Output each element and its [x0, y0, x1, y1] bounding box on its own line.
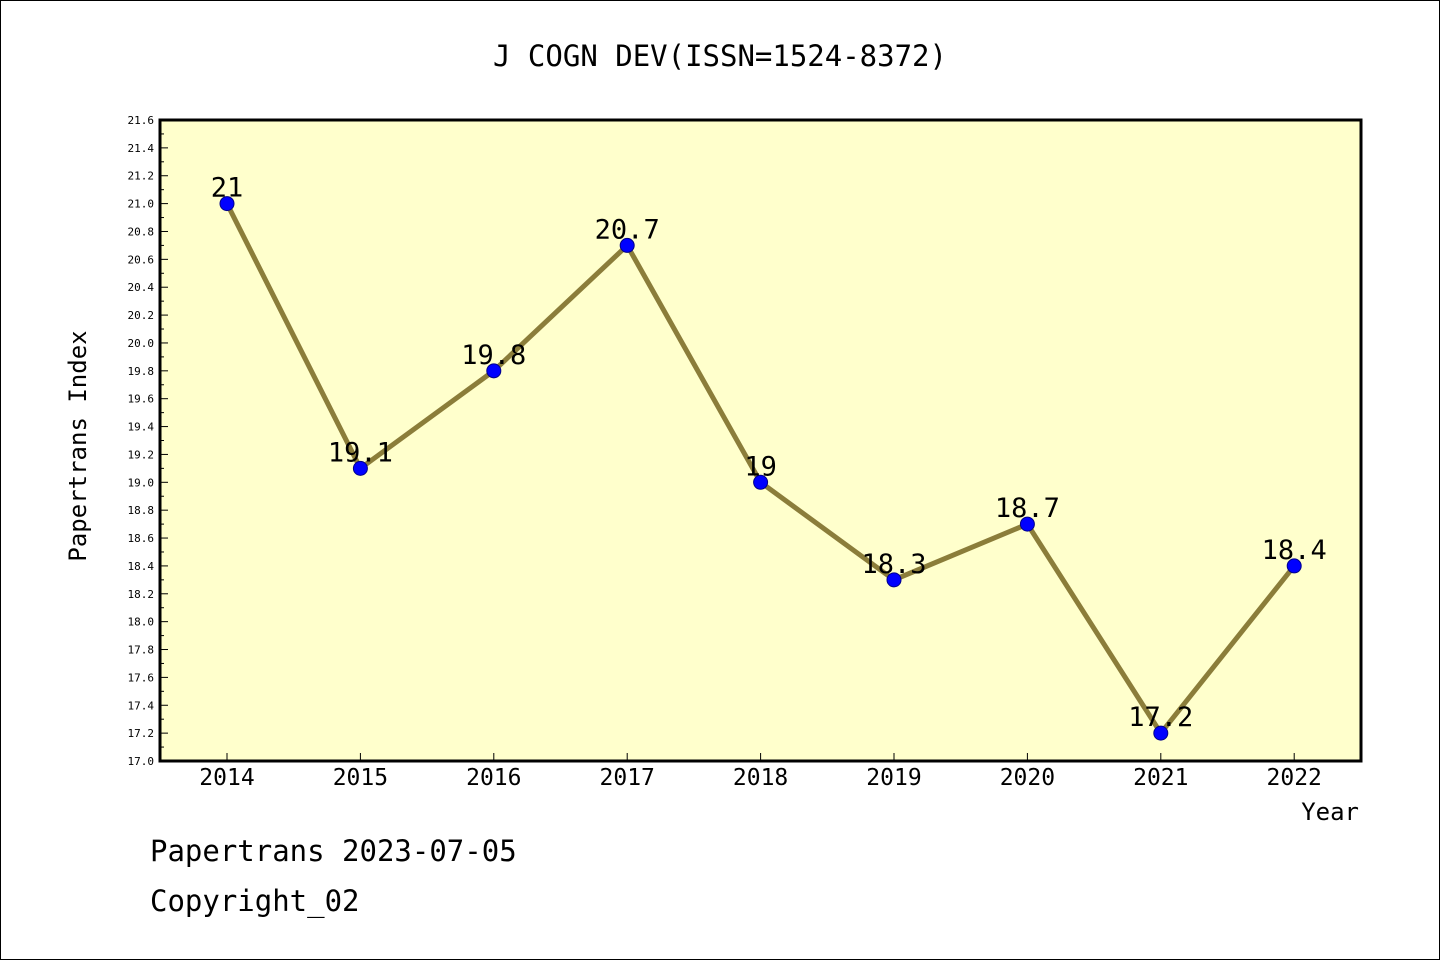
y-tick-label: 21.4 — [128, 142, 155, 155]
y-tick-label: 21.0 — [128, 198, 155, 211]
x-tick-label: 2019 — [866, 765, 921, 791]
y-tick-label: 20.0 — [128, 337, 155, 350]
x-axis: 2014 2015 2016 2017 2018 2019 2020 2021 2022 — [199, 753, 1322, 791]
data-label: 17.2 — [1128, 702, 1193, 733]
y-tick-label: 20.2 — [128, 309, 155, 322]
y-tick-label: 19.2 — [128, 448, 155, 461]
data-point — [1019, 516, 1035, 532]
y-tick-label: 20.4 — [128, 281, 155, 294]
data-label: 18.4 — [1262, 535, 1327, 566]
data-point — [486, 363, 502, 379]
y-tick-label: 20.8 — [128, 225, 155, 238]
y-tick-label: 17.4 — [128, 699, 155, 712]
y-tick-label: 18.2 — [128, 588, 155, 601]
data-point — [753, 474, 769, 490]
data-point — [619, 237, 635, 253]
data-label: 20.7 — [595, 214, 660, 245]
y-tick-label: 19.6 — [128, 393, 155, 406]
data-label: 19.8 — [461, 340, 526, 371]
y-tick-label: 20.6 — [128, 253, 155, 266]
y-tick-label: 19.4 — [128, 421, 155, 434]
x-tick-label: 2016 — [466, 765, 521, 791]
y-tick-label: 17.8 — [128, 644, 155, 657]
footer-date: Papertrans 2023-07-05 — [150, 834, 517, 868]
chart-title: J COGN DEV(ISSN=1524-8372) — [493, 39, 947, 73]
y-axis: 17.0 17.2 17.4 17.6 17.8 18.0 18.2 18.4 18.6 18.8… — [128, 114, 168, 768]
data-point — [886, 572, 902, 588]
footer-copyright: Copyright_02 — [150, 884, 360, 918]
data-point — [1153, 725, 1169, 741]
data-markers — [219, 196, 1302, 741]
x-tick-label: 2015 — [333, 765, 388, 791]
x-axis-label: Year — [1301, 798, 1359, 826]
y-tick-label: 17.0 — [128, 755, 155, 768]
data-point — [219, 196, 235, 212]
data-labels: 21 19.1 19.8 20.7 19 18.3 18.7 17.2 18.4 — [211, 173, 1327, 734]
data-label: 21 — [211, 173, 244, 204]
data-label: 19.1 — [328, 437, 393, 468]
y-tick-label: 21.2 — [128, 170, 155, 183]
y-tick-label: 17.6 — [128, 671, 155, 684]
y-tick-label: 19.8 — [128, 365, 155, 378]
y-tick-label: 18.6 — [128, 532, 155, 545]
y-tick-label: 18.0 — [128, 616, 155, 629]
x-tick-label: 2020 — [1000, 765, 1055, 791]
data-label: 18.7 — [995, 493, 1060, 524]
y-tick-label: 17.2 — [128, 727, 155, 740]
data-point — [352, 460, 368, 476]
y-tick-label: 18.4 — [128, 560, 155, 573]
x-tick-label: 2014 — [199, 765, 254, 791]
data-label: 19 — [744, 451, 777, 482]
x-tick-label: 2018 — [733, 765, 788, 791]
x-tick-label: 2021 — [1133, 765, 1188, 791]
data-label: 18.3 — [861, 549, 926, 580]
x-tick-label: 2017 — [600, 765, 655, 791]
y-tick-label: 18.8 — [128, 504, 155, 517]
data-point — [1286, 558, 1302, 574]
plot-area — [158, 118, 1363, 763]
y-tick-label: 19.0 — [128, 476, 155, 489]
y-tick-label: 21.6 — [128, 114, 155, 127]
x-tick-label: 2022 — [1267, 765, 1322, 791]
y-axis-label: Papertrans Index — [64, 330, 92, 561]
